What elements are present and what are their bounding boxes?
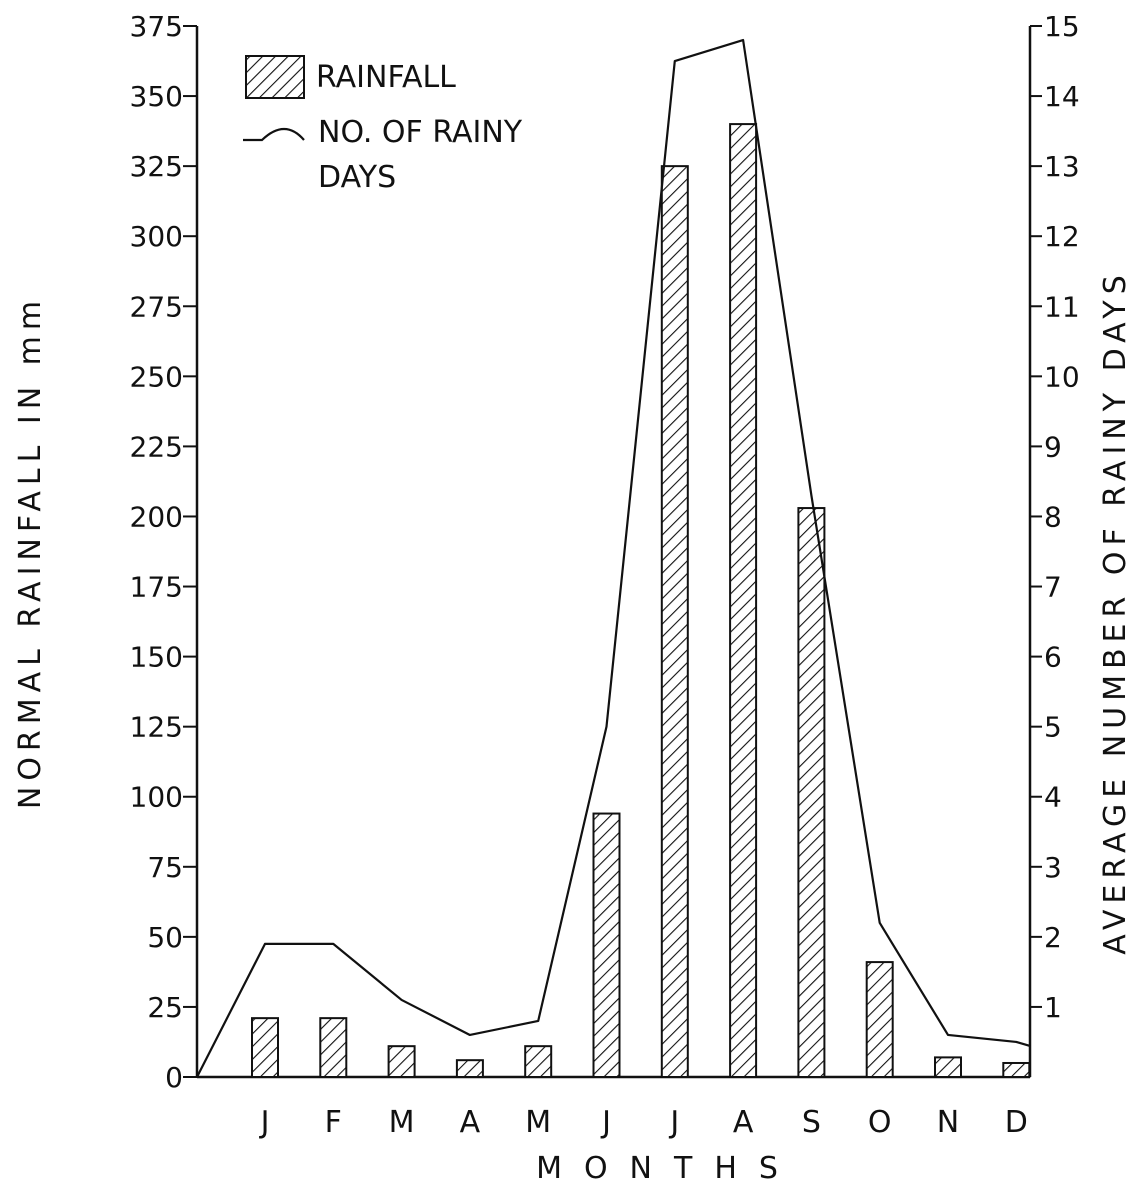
x-category-label: M	[389, 1105, 415, 1140]
rainfall-bar	[251, 1017, 279, 1078]
x-category-label: A	[733, 1105, 754, 1140]
x-category-label: J	[600, 1105, 611, 1140]
y-right-tick-label: 4	[1044, 781, 1062, 814]
rainfall-bar	[934, 1056, 962, 1079]
y-right-tick-label: 6	[1044, 641, 1062, 674]
y-right-tick-label: 14	[1044, 80, 1080, 113]
y-right-tick-label: 10	[1044, 360, 1080, 393]
y-left-tick-label: 100	[130, 781, 183, 814]
rainfall-bar	[797, 507, 826, 1078]
y-left-tick-label: 275	[130, 290, 183, 323]
x-category-label: F	[325, 1105, 342, 1140]
rainfall-bar	[524, 1045, 553, 1078]
x-category-label: J	[259, 1105, 270, 1140]
rainfall-bar	[865, 961, 894, 1078]
y-left-tick-label: 225	[130, 430, 183, 463]
x-category-label: O	[868, 1105, 892, 1140]
legend-label-rainfall: RAINFALL	[316, 60, 456, 95]
rainy-days-line	[196, 38, 1031, 1078]
y-left-tick-label: 50	[147, 921, 183, 954]
y-left-tick-label: 375	[130, 10, 183, 43]
x-category-label: J	[668, 1105, 679, 1140]
y-left-tick-label: 350	[130, 80, 183, 113]
x-category-label: A	[460, 1105, 481, 1140]
legend-swatch-rainy-days	[243, 127, 305, 142]
y-left-tick-label: 25	[147, 991, 183, 1024]
y-axis-left-title: NORMAL RAINFALL IN mm	[13, 295, 48, 809]
y-right-tick-label: 1	[1044, 991, 1062, 1024]
y-right-tick-label: 9	[1044, 430, 1062, 463]
y-left-tick-label: 0	[165, 1061, 183, 1094]
legend-label-rainy-days: NO. OF RAINY DAYS	[318, 115, 523, 195]
x-category-label: M	[525, 1105, 551, 1140]
y-left-tick-label: 325	[130, 150, 183, 183]
y-right-tick-label: 11	[1044, 290, 1080, 323]
y-left-tick-label: 125	[130, 711, 183, 744]
y-right-tick-label: 15	[1044, 10, 1080, 43]
rainfall-bar	[592, 812, 621, 1078]
y-right-tick-label: 13	[1044, 150, 1080, 183]
rainfall-bar	[455, 1059, 484, 1078]
y-right-tick-label: 8	[1044, 500, 1062, 533]
rainfall-bar	[319, 1017, 348, 1078]
y-axis-right-title: AVERAGE NUMBER OF RAINY DAYS	[1098, 269, 1133, 955]
y-right-tick-label: 12	[1044, 220, 1080, 253]
rainfall-bar	[1002, 1061, 1031, 1079]
x-axis-title: MONTHS	[536, 1151, 800, 1184]
y-left-tick-label: 150	[130, 641, 183, 674]
y-left-tick-label: 200	[130, 500, 183, 533]
y-left-tick-label: 250	[130, 360, 183, 393]
rainfall-bar	[387, 1045, 416, 1078]
y-right-tick-label: 5	[1044, 711, 1062, 744]
y-right-tick-label: 2	[1044, 921, 1062, 954]
y-right-tick-label: 7	[1044, 571, 1062, 604]
y-left-tick-label: 75	[147, 851, 183, 884]
legend-swatch-rainfall	[245, 55, 305, 99]
rainfall-bar	[729, 123, 758, 1079]
rainfall-bar	[660, 165, 689, 1078]
y-left-tick-label: 175	[130, 571, 183, 604]
x-category-label: N	[937, 1105, 959, 1140]
x-category-label: S	[802, 1105, 821, 1140]
y-left-tick-label: 300	[130, 220, 183, 253]
x-category-label: D	[1005, 1105, 1028, 1140]
y-right-tick-label: 3	[1044, 851, 1062, 884]
